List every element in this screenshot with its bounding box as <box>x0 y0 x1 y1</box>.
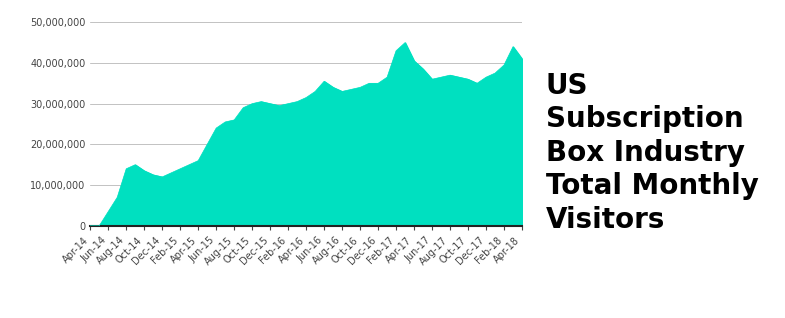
Text: US
Subscription
Box Industry
Total Monthly
Visitors: US Subscription Box Industry Total Month… <box>546 72 758 234</box>
